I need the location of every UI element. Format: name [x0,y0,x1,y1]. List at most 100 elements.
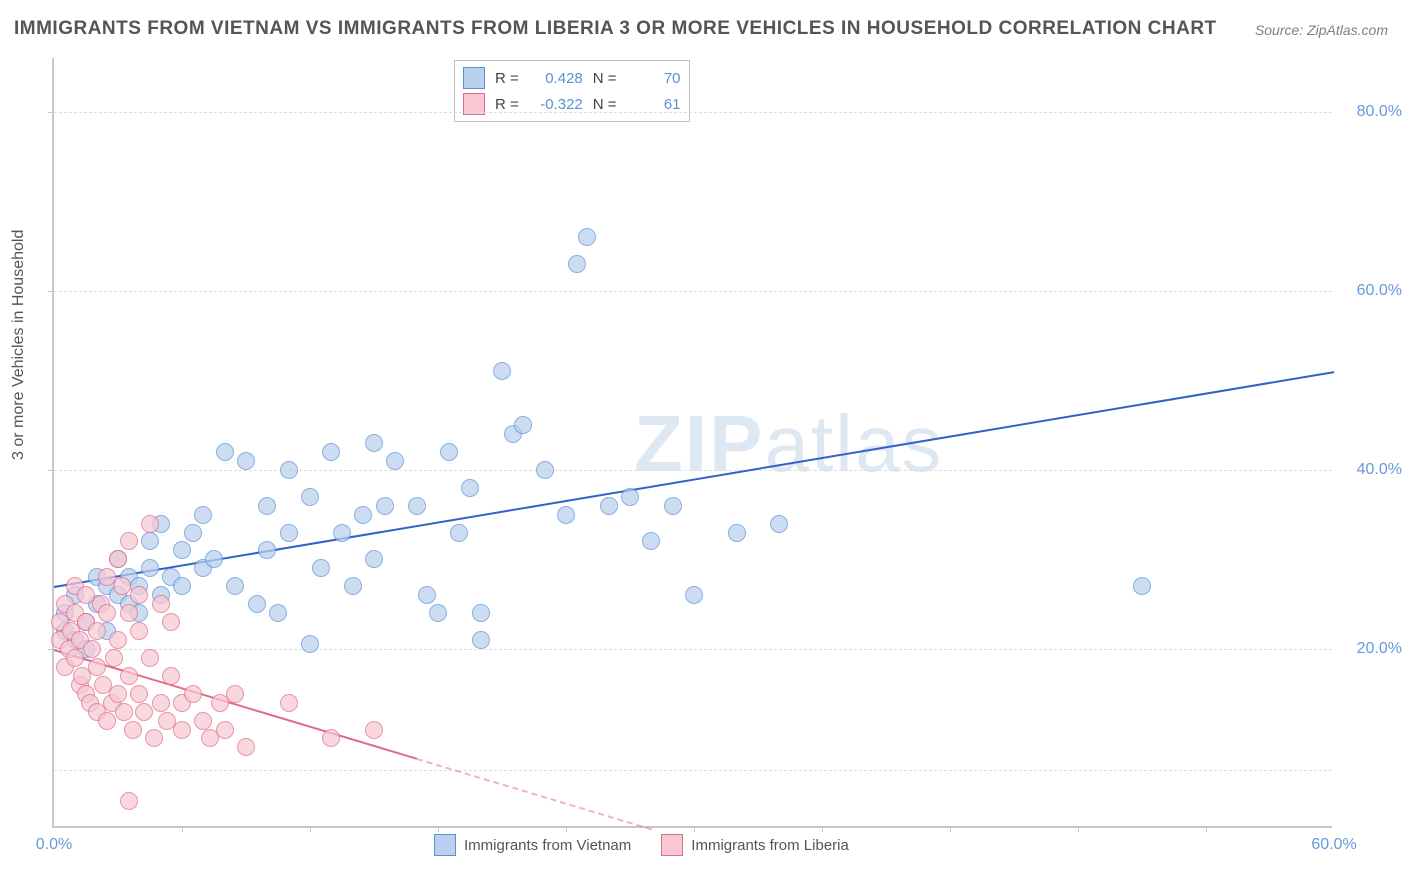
stats-n-value: 61 [627,96,681,113]
data-point [145,729,163,747]
data-point [130,685,148,703]
data-point [194,506,212,524]
legend-label: Immigrants from Vietnam [464,837,631,854]
data-point [88,658,106,676]
data-point [418,586,436,604]
data-point [472,604,490,622]
data-point [205,550,223,568]
data-point [162,613,180,631]
legend-item: Immigrants from Vietnam [434,834,631,856]
data-point [301,488,319,506]
data-point [130,586,148,604]
data-point [280,524,298,542]
data-point [461,479,479,497]
data-point [664,497,682,515]
data-point [120,667,138,685]
data-point [600,497,618,515]
data-point [301,635,319,653]
y-tick-label: 20.0% [1342,640,1402,658]
data-point [115,703,133,721]
y-tick-mark [48,470,54,471]
grid-line [54,470,1332,471]
data-point [120,792,138,810]
legend-swatch [434,834,456,856]
data-point [130,622,148,640]
legend-swatch [661,834,683,856]
data-point [120,604,138,622]
data-point [493,362,511,380]
y-tick-label: 40.0% [1342,461,1402,479]
data-point [578,228,596,246]
data-point [557,506,575,524]
grid-line [54,770,1332,771]
stats-legend-row: R =-0.322N =61 [463,91,681,117]
data-point [354,506,372,524]
data-point [98,604,116,622]
x-tick-mark [694,826,695,832]
data-point [173,721,191,739]
data-point [269,604,287,622]
x-tick-label: 60.0% [1311,836,1356,854]
data-point [440,443,458,461]
scatter-plot-area: R =0.428N =70R =-0.322N =61 ZIPatlas Imm… [52,58,1332,828]
data-point [124,721,142,739]
stats-r-value: -0.322 [529,96,583,113]
data-point [216,443,234,461]
source-name: ZipAtlas.com [1307,22,1388,38]
series-legend: Immigrants from VietnamImmigrants from L… [434,834,849,856]
chart-title: IMMIGRANTS FROM VIETNAM VS IMMIGRANTS FR… [14,18,1217,40]
data-point [152,694,170,712]
data-point [408,497,426,515]
trend-line [54,371,1334,588]
data-point [162,667,180,685]
data-point [365,721,383,739]
data-point [184,685,202,703]
data-point [141,515,159,533]
data-point [258,497,276,515]
x-tick-mark [310,826,311,832]
x-tick-mark [438,826,439,832]
y-tick-mark [48,291,54,292]
x-tick-mark [1078,826,1079,832]
data-point [728,524,746,542]
data-point [472,631,490,649]
grid-line [54,291,1332,292]
data-point [135,703,153,721]
data-point [376,497,394,515]
data-point [237,738,255,756]
data-point [333,524,351,542]
data-point [83,640,101,658]
data-point [280,694,298,712]
y-axis-label: 3 or more Vehicles in Household [10,230,28,460]
data-point [173,577,191,595]
source-attribution: Source: ZipAtlas.com [1255,22,1388,38]
data-point [536,461,554,479]
legend-swatch [463,67,485,89]
x-tick-mark [566,826,567,832]
data-point [365,434,383,452]
watermark-bold: ZIP [634,399,764,488]
stats-r-label: R = [495,70,519,87]
data-point [141,649,159,667]
stats-n-label: N = [593,70,617,87]
data-point [226,577,244,595]
data-point [141,532,159,550]
data-point [770,515,788,533]
data-point [98,712,116,730]
data-point [66,649,84,667]
data-point [152,595,170,613]
data-point [120,532,138,550]
data-point [258,541,276,559]
x-tick-mark [822,826,823,832]
data-point [429,604,447,622]
data-point [88,622,106,640]
data-point [322,729,340,747]
data-point [1133,577,1151,595]
data-point [141,559,159,577]
data-point [109,550,127,568]
watermark-rest: atlas [764,399,943,488]
data-point [105,649,123,667]
data-point [685,586,703,604]
data-point [365,550,383,568]
stats-n-label: N = [593,96,617,113]
